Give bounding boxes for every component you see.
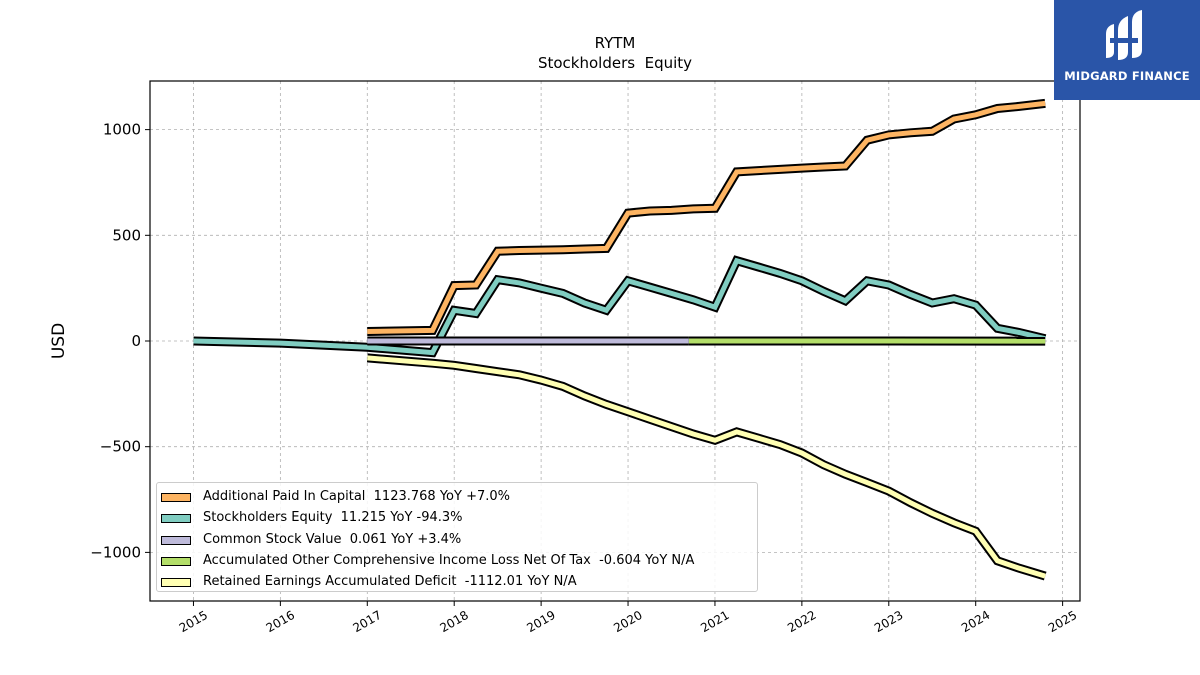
midgard-finance-logo: MIDGARD FINANCE xyxy=(1054,0,1200,100)
y-tick-label: 1000 xyxy=(103,121,141,139)
logo-mark-icon xyxy=(1106,10,1142,60)
y-axis-label: USD xyxy=(49,323,69,359)
x-tick-label: 2021 xyxy=(698,608,731,635)
legend-swatch xyxy=(161,556,191,566)
series-line xyxy=(193,257,1046,356)
legend-swatch xyxy=(161,578,191,588)
series-line xyxy=(367,100,1046,334)
legend-item: Stockholders Equity 11.215 YoY -94.3% xyxy=(157,508,757,529)
legend-item: Common Stock Value 0.061 YoY +3.4% xyxy=(157,530,757,551)
x-tick-label: 2022 xyxy=(785,608,818,635)
x-tick-label: 2020 xyxy=(611,608,644,635)
legend-label: Accumulated Other Comprehensive Income L… xyxy=(203,552,695,568)
legend-label: Common Stock Value 0.061 YoY +3.4% xyxy=(203,531,462,547)
series-line xyxy=(367,355,1046,579)
y-tick-label: 500 xyxy=(112,226,141,244)
y-tick-label: −500 xyxy=(100,438,141,456)
legend-swatch xyxy=(161,514,191,524)
legend-swatch xyxy=(161,535,191,545)
legend-item: Retained Earnings Accumulated Deficit -1… xyxy=(157,572,757,593)
x-tick-label: 2018 xyxy=(437,608,470,635)
chart-subtitle: Stockholders Equity xyxy=(538,54,692,72)
x-tick-label: 2024 xyxy=(959,608,992,635)
legend-label: Additional Paid In Capital 1123.768 YoY … xyxy=(203,489,510,504)
legend-item: Additional Paid In Capital 1123.768 YoY … xyxy=(157,487,757,508)
legend-label: Stockholders Equity 11.215 YoY -94.3% xyxy=(203,510,463,526)
y-tick-label: 0 xyxy=(131,332,141,350)
legend-swatch xyxy=(161,493,191,502)
legend-item: Accumulated Other Comprehensive Income L… xyxy=(157,551,757,572)
legend: Additional Paid In Capital 1123.768 YoY … xyxy=(156,482,758,592)
chart-title: RYTM xyxy=(595,34,636,52)
x-tick-label: 2023 xyxy=(872,608,905,635)
x-tick-label: 2017 xyxy=(351,608,384,635)
series-lines xyxy=(193,98,1047,581)
logo-text: MIDGARD FINANCE xyxy=(1064,69,1190,83)
x-tick-label: 2025 xyxy=(1046,608,1079,635)
x-axis-ticks: 2015 2016 2017 2018 2019 2020 2021 2022 2023 2024… xyxy=(177,601,1079,635)
x-tick-label: 2016 xyxy=(264,608,297,635)
legend-label: Retained Earnings Accumulated Deficit -1… xyxy=(203,574,577,590)
y-tick-label: −1000 xyxy=(90,543,141,561)
y-axis-ticks: 1000 500 0 −500 −1000 xyxy=(90,121,150,561)
x-tick-label: 2019 xyxy=(524,608,557,635)
x-tick-label: 2015 xyxy=(177,608,210,635)
